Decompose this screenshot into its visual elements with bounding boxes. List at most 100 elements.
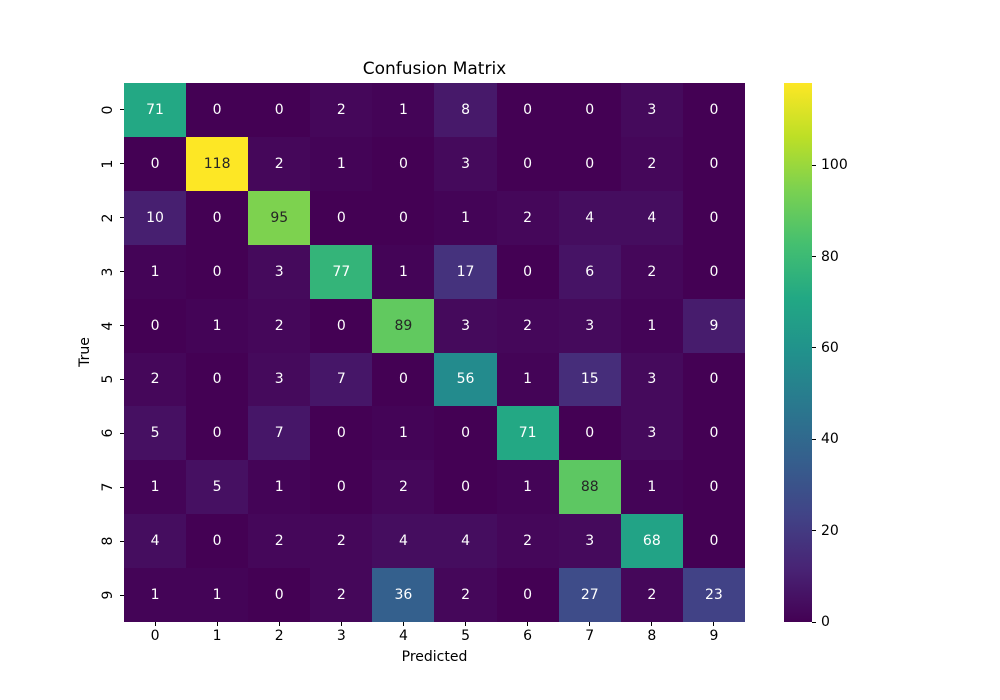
x-tick-label: 2 (274, 628, 284, 644)
heatmap-cell: 0 (310, 460, 373, 515)
heatmap-cell: 2 (248, 298, 311, 353)
heatmap-cell: 71 (124, 83, 187, 137)
heatmap-cell: 3 (558, 298, 621, 353)
tick-mark (120, 378, 124, 380)
heatmap-cell: 0 (558, 83, 621, 137)
heatmap-cell: 1 (124, 244, 187, 299)
heatmap-cell: 5 (186, 460, 249, 515)
tick-mark (120, 109, 124, 111)
heatmap-cell: 1 (186, 568, 249, 622)
heatmap-cell: 5 (124, 406, 187, 461)
heatmap-cell: 0 (434, 406, 497, 461)
heatmap-cell: 27 (558, 568, 621, 622)
heatmap-cell: 8 (434, 83, 497, 137)
heatmap-cell: 1 (372, 83, 435, 137)
tick-mark (120, 432, 124, 434)
heatmap-cell: 4 (620, 190, 683, 245)
x-tick-label: 6 (523, 628, 533, 644)
heatmap-cell: 0 (434, 460, 497, 515)
x-tick-label: 4 (398, 628, 408, 644)
heatmap-cell: 0 (310, 190, 373, 245)
tick-mark (812, 438, 816, 440)
heatmap-cell: 0 (682, 460, 745, 515)
y-tick-label: 1 (100, 159, 116, 169)
y-tick-label: 0 (100, 105, 116, 115)
tick-mark (216, 622, 218, 626)
chart-title: Confusion Matrix (362, 59, 507, 79)
heatmap-cell: 2 (496, 514, 559, 569)
tick-mark (651, 622, 653, 626)
tick-mark (120, 325, 124, 327)
tick-mark (713, 622, 715, 626)
y-tick-label: 2 (100, 213, 116, 223)
heatmap-cell: 2 (248, 514, 311, 569)
tick-mark (812, 621, 816, 623)
heatmap-cell: 0 (186, 190, 249, 245)
heatmap-cell: 1 (310, 136, 373, 191)
heatmap-cell: 0 (186, 352, 249, 407)
heatmap-grid: 71 0 0 2 1 8 0 0 3 0 0 118 2 1 0 3 0 0 2 0 10 0 95 0 0 1 2 4 4 0 1 0 3 77… (124, 83, 745, 622)
x-tick-label: 3 (336, 628, 346, 644)
x-tick-label: 5 (461, 628, 471, 644)
heatmap-cell: 68 (620, 514, 683, 569)
heatmap-cell: 4 (372, 514, 435, 569)
heatmap-cell: 0 (186, 406, 249, 461)
x-axis-label: Predicted (401, 649, 468, 665)
heatmap-cell: 3 (620, 83, 683, 137)
colorbar-tick-label: 80 (821, 248, 839, 265)
heatmap-cell: 2 (496, 298, 559, 353)
heatmap-cell: 89 (372, 298, 435, 353)
heatmap-cell: 1 (186, 298, 249, 353)
heatmap-cell: 0 (186, 514, 249, 569)
heatmap-cell: 3 (434, 298, 497, 353)
heatmap-cell: 1 (372, 244, 435, 299)
y-tick-label: 9 (100, 590, 116, 600)
tick-mark (465, 622, 467, 626)
tick-mark (402, 622, 404, 626)
tick-mark (812, 347, 816, 349)
tick-mark (120, 540, 124, 542)
heatmap-cell: 0 (186, 83, 249, 137)
tick-mark (154, 622, 156, 626)
tick-mark (120, 594, 124, 596)
heatmap-cell: 4 (558, 190, 621, 245)
heatmap-cell: 0 (124, 298, 187, 353)
heatmap-cell: 1 (620, 298, 683, 353)
heatmap-cell: 0 (248, 568, 311, 622)
heatmap-cell: 36 (372, 568, 435, 622)
heatmap-axes: 71 0 0 2 1 8 0 0 3 0 0 118 2 1 0 3 0 0 2 0 10 0 95 0 0 1 2 4 4 0 1 0 3 77… (124, 83, 745, 622)
heatmap-cell: 0 (682, 83, 745, 137)
y-tick-label: 8 (100, 536, 116, 546)
heatmap-cell: 88 (558, 460, 621, 515)
tick-mark (120, 271, 124, 273)
heatmap-cell: 0 (248, 83, 311, 137)
heatmap-cell: 0 (310, 298, 373, 353)
heatmap-cell: 0 (124, 136, 187, 191)
tick-mark (589, 622, 591, 626)
heatmap-cell: 3 (248, 244, 311, 299)
heatmap-cell: 0 (372, 352, 435, 407)
heatmap-cell: 3 (248, 352, 311, 407)
heatmap-cell: 2 (248, 136, 311, 191)
heatmap-cell: 0 (496, 83, 559, 137)
heatmap-cell: 2 (310, 568, 373, 622)
x-tick-label: 9 (709, 628, 719, 644)
heatmap-cell: 2 (372, 460, 435, 515)
heatmap-cell: 0 (682, 406, 745, 461)
x-tick-label: 7 (585, 628, 595, 644)
tick-mark (340, 622, 342, 626)
colorbar (784, 83, 812, 622)
heatmap-cell: 3 (434, 136, 497, 191)
heatmap-cell: 0 (496, 136, 559, 191)
heatmap-cell: 3 (620, 406, 683, 461)
heatmap-cell: 15 (558, 352, 621, 407)
y-tick-label: 6 (100, 428, 116, 438)
heatmap-cell: 0 (682, 136, 745, 191)
colorbar-tick-label: 40 (821, 431, 839, 448)
heatmap-cell: 4 (124, 514, 187, 569)
y-tick-label: 7 (100, 482, 116, 492)
heatmap-cell: 1 (496, 460, 559, 515)
heatmap-cell: 95 (248, 190, 311, 245)
heatmap-cell: 71 (496, 406, 559, 461)
